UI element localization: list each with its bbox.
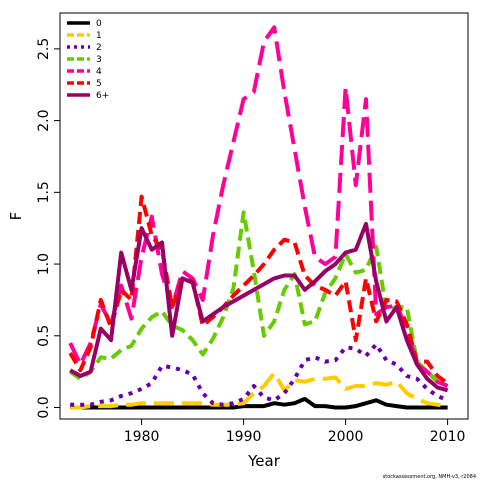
legend-label: 3	[96, 55, 102, 65]
legend-label: 5	[96, 79, 102, 89]
x-tick-label: 2010	[430, 429, 466, 445]
series-line-6plus	[69, 221, 449, 393]
y-tick-label: 1.0	[36, 253, 52, 275]
legend-label: 4	[96, 67, 102, 77]
y-axis: 0.0 0.5 1.0 1.5 2.0 2.5	[36, 38, 60, 419]
series-line-5	[68, 194, 449, 385]
legend-label: 0	[96, 19, 102, 29]
y-axis-title: F	[7, 212, 25, 221]
x-axis-title: Year	[247, 452, 281, 470]
series-line-2	[70, 342, 449, 407]
y-tick-label: 0.5	[36, 325, 52, 347]
credit-text: stockassessment.org, NMH-v3, r2084	[383, 474, 476, 480]
y-tick-label: 0.0	[36, 396, 52, 418]
y-tick-label: 2.0	[36, 109, 52, 131]
plot-frame	[59, 12, 469, 420]
series-line-0	[70, 396, 448, 410]
series-line-1	[70, 371, 448, 410]
y-tick-label: 2.5	[36, 38, 52, 60]
series-line-4	[68, 25, 449, 388]
series-lines	[68, 25, 449, 410]
x-tick-label: 1980	[124, 429, 160, 445]
legend-label: 6+	[96, 91, 109, 101]
legend-label: 2	[96, 43, 102, 53]
x-axis: 1980 1990 2000 2010	[124, 419, 466, 445]
y-tick-label: 1.5	[36, 181, 52, 203]
legend-label: 1	[96, 31, 102, 41]
legend: 0 1 2 3 4 5 6+	[67, 19, 109, 101]
series-line-3	[69, 210, 449, 388]
x-tick-label: 2000	[328, 429, 364, 445]
x-tick-label: 1990	[226, 429, 262, 445]
